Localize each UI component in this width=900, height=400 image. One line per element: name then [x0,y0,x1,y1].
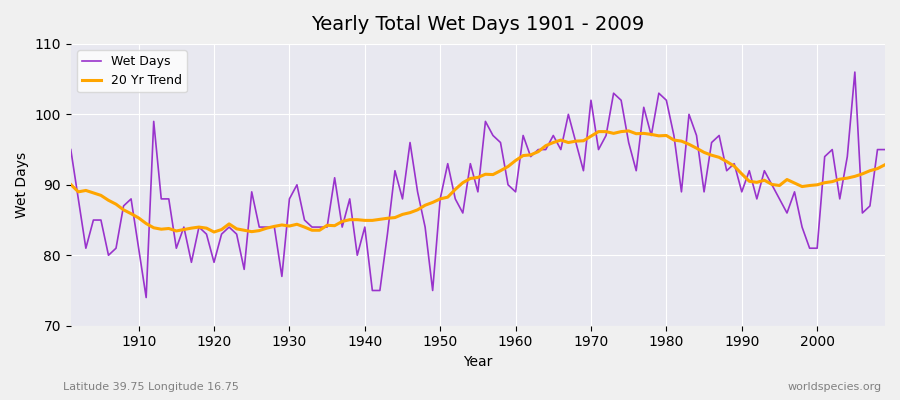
Wet Days [850,70,860,74]
20 Yr Trend [66,182,77,187]
20 Yr Trend [518,153,528,158]
Wet Days [140,295,151,300]
Wet Days [608,91,619,96]
Wet Days [879,147,890,152]
Wet Days [510,190,521,194]
Wet Days [299,218,310,222]
Text: worldspecies.org: worldspecies.org [788,382,882,392]
20 Yr Trend [624,128,634,133]
Text: Latitude 39.75 Longitude 16.75: Latitude 39.75 Longitude 16.75 [63,382,238,392]
Legend: Wet Days, 20 Yr Trend: Wet Days, 20 Yr Trend [77,50,187,92]
20 Yr Trend [209,230,220,234]
Y-axis label: Wet Days: Wet Days [15,152,29,218]
20 Yr Trend [608,131,619,136]
Wet Days [518,133,528,138]
20 Yr Trend [299,225,310,230]
20 Yr Trend [126,211,137,216]
20 Yr Trend [879,162,890,167]
Wet Days [66,147,77,152]
Title: Yearly Total Wet Days 1901 - 2009: Yearly Total Wet Days 1901 - 2009 [311,15,644,34]
20 Yr Trend [345,217,356,222]
Wet Days [345,196,356,201]
20 Yr Trend [510,158,521,163]
Line: Wet Days: Wet Days [71,72,885,298]
X-axis label: Year: Year [464,355,492,369]
Line: 20 Yr Trend: 20 Yr Trend [71,131,885,232]
Wet Days [126,196,137,201]
